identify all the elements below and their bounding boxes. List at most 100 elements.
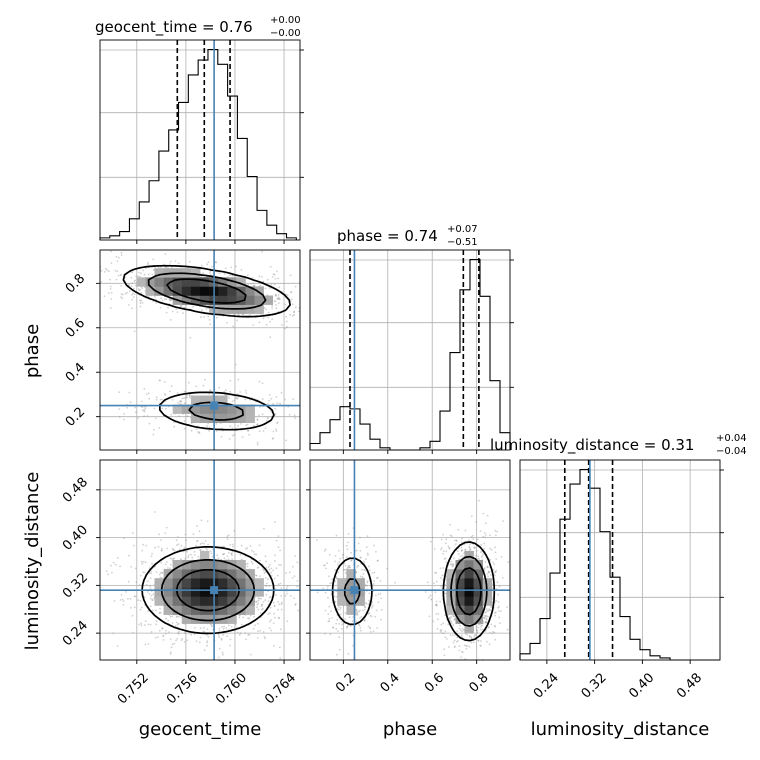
sample-point: [203, 631, 206, 633]
sample-point: [177, 622, 180, 625]
sample-point: [203, 649, 206, 652]
sample-point: [122, 600, 125, 603]
sample-point: [183, 402, 186, 405]
sample-point: [158, 629, 161, 632]
sample-point: [277, 277, 279, 280]
sample-point: [228, 397, 231, 399]
sample-point: [115, 255, 118, 258]
sample-point: [122, 603, 125, 606]
sample-point: [487, 626, 490, 629]
sample-point: [161, 571, 163, 574]
sample-point: [457, 553, 460, 556]
sample-point: [360, 629, 362, 632]
sample-point: [335, 534, 338, 537]
x-tick-label: 0.764: [262, 670, 299, 707]
sample-point: [454, 543, 457, 545]
sample-point: [263, 572, 266, 574]
density-cell: [337, 578, 347, 588]
y-tick-label: 0.4: [63, 360, 88, 385]
sample-point: [273, 645, 275, 647]
sample-point: [483, 532, 486, 534]
sample-point: [453, 618, 456, 621]
sample-point: [461, 630, 463, 633]
sample-point: [479, 530, 482, 532]
sample-point: [274, 616, 276, 619]
density-cell: [200, 578, 210, 588]
sample-point: [506, 628, 509, 631]
sample-point: [264, 577, 267, 579]
sample-point: [230, 552, 233, 555]
sample-point: [123, 418, 125, 421]
sample-point: [146, 580, 149, 583]
sample-point: [139, 574, 142, 577]
sample-point: [257, 608, 260, 611]
sample-point: [473, 547, 476, 549]
sample-point: [116, 260, 119, 262]
sample-point: [272, 437, 275, 440]
sample-point: [240, 544, 243, 547]
sample-point: [264, 287, 267, 290]
sample-point: [293, 597, 295, 599]
x-axis-label-geocent-time: geocent_time: [139, 719, 262, 740]
sample-point: [206, 548, 209, 551]
sample-point: [475, 629, 478, 631]
sample-point: [339, 608, 341, 611]
sample-point: [375, 594, 377, 597]
sample-point: [152, 433, 155, 436]
sample-point: [460, 549, 463, 552]
sample-point: [121, 598, 124, 601]
density-cell: [163, 596, 173, 606]
density-cell: [172, 286, 183, 296]
sample-point: [331, 578, 334, 581]
sample-point: [129, 598, 132, 600]
sample-point: [480, 624, 483, 627]
sample-point: [257, 566, 260, 569]
sample-point: [120, 251, 123, 254]
density-cell: [446, 605, 456, 615]
sample-point: [239, 632, 242, 635]
sample-point: [265, 419, 268, 422]
density-cell: [200, 560, 210, 570]
density-cell: [227, 614, 237, 624]
sample-point: [275, 396, 278, 398]
sample-point: [365, 603, 368, 605]
sample-point: [198, 641, 201, 644]
sample-point: [494, 551, 497, 554]
sample-point: [116, 270, 119, 273]
density-cell: [200, 569, 210, 579]
sample-point: [367, 625, 370, 628]
sample-point: [256, 419, 259, 421]
sample-point: [485, 611, 487, 613]
sample-point: [230, 266, 233, 269]
density-cell: [227, 295, 237, 305]
sample-point: [331, 617, 333, 619]
sample-point: [277, 293, 280, 296]
sample-point: [201, 542, 204, 545]
sample-point: [207, 636, 210, 638]
sample-point: [134, 406, 137, 409]
density-cell: [181, 614, 192, 624]
sample-point: [226, 321, 228, 324]
sample-point: [270, 629, 273, 632]
density-cell: [200, 295, 210, 305]
sample-point: [468, 546, 471, 548]
sample-point: [350, 559, 353, 562]
sample-point: [331, 601, 334, 604]
sample-point: [248, 633, 251, 636]
sample-point: [143, 596, 146, 599]
sample-point: [450, 535, 453, 538]
sample-point: [231, 543, 234, 546]
sample-point: [189, 260, 191, 263]
sample-point: [270, 619, 272, 621]
sample-point: [294, 306, 297, 309]
density-cell: [218, 404, 228, 414]
sample-point: [209, 270, 212, 273]
sample-point: [501, 577, 504, 579]
sample-point: [268, 393, 271, 396]
sample-point: [327, 613, 330, 615]
sample-point: [193, 550, 196, 553]
sample-point: [166, 561, 168, 563]
contour-line: [141, 546, 275, 635]
sample-point: [137, 599, 139, 602]
